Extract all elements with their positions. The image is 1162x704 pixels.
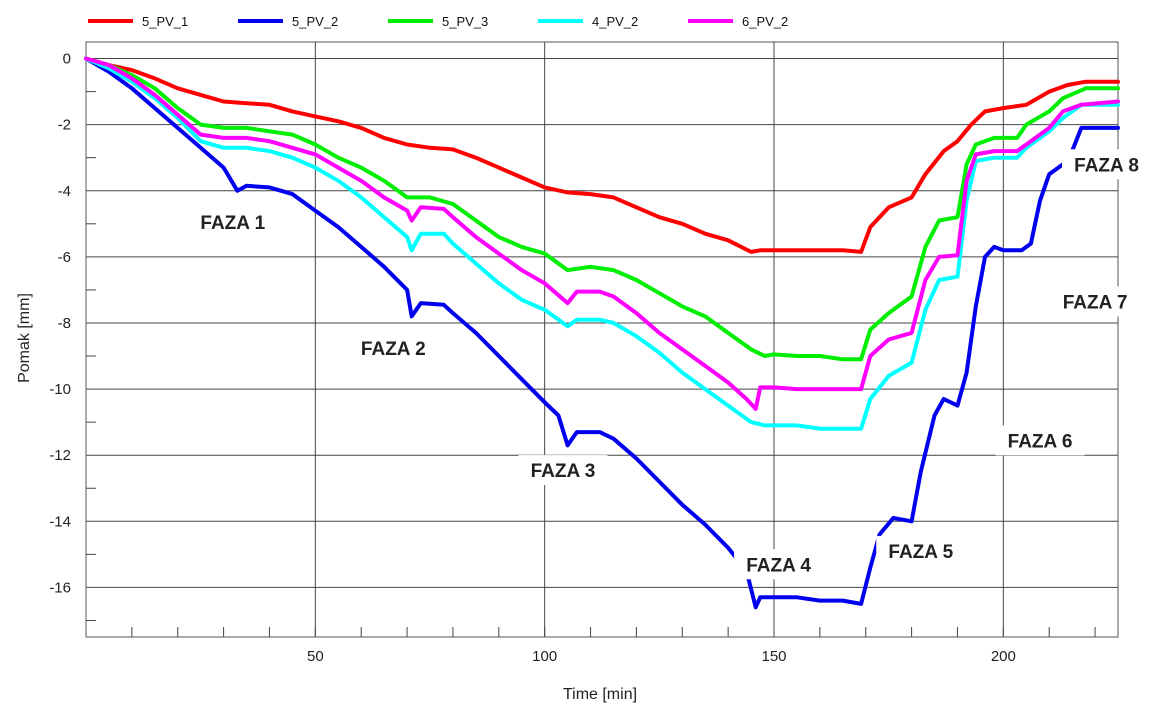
x-tick-labels: 50 100 150 200 [307,648,1016,665]
legend-label: 6_PV_2 [742,14,788,29]
legend-label: 5_PV_1 [142,14,188,29]
x-tick-label: 150 [761,648,786,665]
x-tick-label: 200 [991,648,1016,665]
phase-annotation: FAZA 8 [1074,155,1139,176]
x-axis-label: Time [min] [563,686,637,703]
minor-ticks [86,91,1096,637]
phase-annotation: FAZA 6 [1008,431,1073,452]
series-line-4_PV_2 [84,56,1120,431]
series-lines [84,56,1120,610]
legend-label: 4_PV_2 [592,14,638,29]
legend-label: 5_PV_2 [292,14,338,29]
y-tick-label: -6 [58,249,71,266]
y-tick-labels: 0 -2 -4 -6 -8 -10 -12 -14 -16 [49,51,71,597]
y-tick-label: -8 [58,315,71,332]
phase-annotation: FAZA 4 [746,555,811,576]
y-tick-label: 0 [63,51,71,68]
series-line-5_PV_2 [84,56,1120,610]
legend[interactable]: 5_PV_1 5_PV_2 5_PV_3 4_PV_2 6_PV_2 [88,14,788,29]
legend-label: 5_PV_3 [442,14,488,29]
phase-annotation: FAZA 1 [200,213,265,234]
annotations: FAZA 1 FAZA 2 FAZA 3 FAZA 4 FAZA 5 FAZA 6 FAZA… [188,149,1152,580]
annotation-background [348,332,438,363]
legend-item[interactable]: 4_PV_2 [538,14,638,29]
legend-item[interactable]: 5_PV_2 [238,14,338,29]
y-tick-label: -12 [49,447,71,464]
legend-item[interactable]: 5_PV_1 [88,14,188,29]
y-axis-label: Pomak [mm] [16,293,33,383]
phase-annotation: FAZA 2 [361,339,426,360]
plot-frame [85,41,1119,638]
x-tick-label: 50 [307,648,324,665]
phase-annotation: FAZA 3 [531,461,596,482]
legend-item[interactable]: 6_PV_2 [688,14,788,29]
y-tick-label: -4 [58,183,71,200]
annotation-background [876,536,966,567]
phase-annotation: FAZA 5 [888,542,953,563]
annotation-background [518,455,608,486]
annotation-background [1050,286,1140,317]
legend-item[interactable]: 5_PV_3 [388,14,488,29]
y-tick-label: -16 [49,579,71,596]
series-line-6_PV_2 [84,56,1120,411]
annotation-background [995,425,1085,456]
y-tick-label: -10 [49,381,71,398]
annotation-background [734,549,824,580]
annotation-background [188,207,278,238]
series-line-5_PV_3 [84,56,1120,362]
annotation-background [1062,149,1152,180]
series-line-5_PV_1 [84,56,1120,254]
x-tick-label: 100 [532,648,557,665]
y-tick-label: -14 [49,513,71,530]
y-tick-label: -2 [58,117,71,134]
phase-annotation: FAZA 7 [1063,292,1128,313]
